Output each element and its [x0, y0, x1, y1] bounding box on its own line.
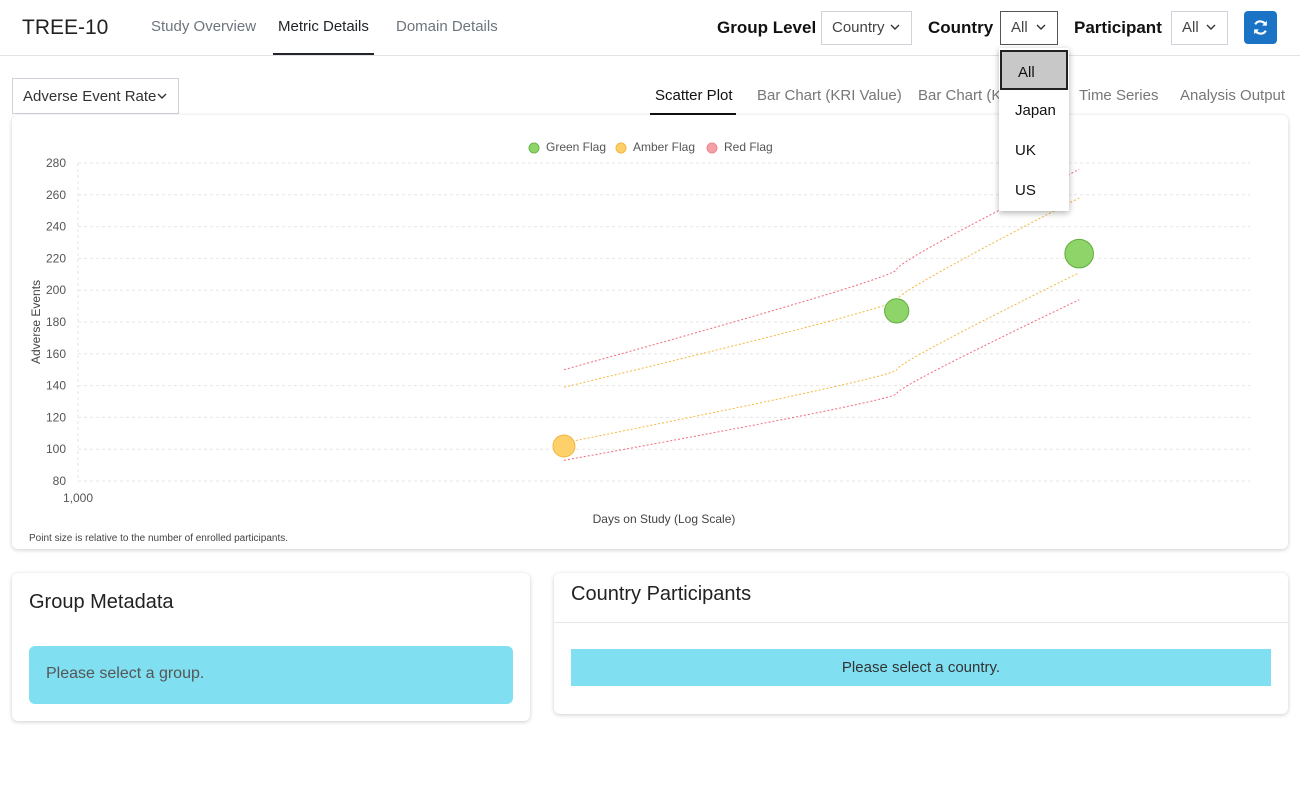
metric-select[interactable]: Adverse Event Rate — [12, 78, 179, 114]
chevron-down-icon — [890, 24, 900, 30]
country-participants-title: Country Participants — [571, 583, 752, 605]
group-level-select[interactable]: Country — [821, 11, 912, 45]
app-title: TREE-10 — [22, 16, 109, 39]
legend-label: Red Flag — [724, 140, 773, 154]
country-select[interactable]: All — [1000, 11, 1058, 45]
y-tick-label: 180 — [46, 315, 66, 329]
tab-domain-details[interactable]: Domain Details — [396, 18, 498, 35]
participant-select[interactable]: All — [1171, 11, 1228, 45]
y-tick-label: 200 — [46, 283, 66, 297]
chart-card: 80 100 120 140 160 180 200 220 240 260 280 1,000 Day… — [12, 115, 1288, 549]
country-label: Country — [928, 18, 994, 37]
tab-metric-details[interactable]: Metric Details — [273, 18, 374, 55]
chevron-down-icon — [157, 93, 167, 99]
data-point — [1064, 238, 1094, 269]
country-participants-alert: Please select a country. — [571, 649, 1271, 686]
country-option-japan[interactable]: Japan — [1015, 102, 1056, 119]
tab-bar-chart-kri-score[interactable]: Bar Chart (KRI — [918, 87, 1017, 104]
participant-label: Participant — [1074, 18, 1162, 37]
top-navbar: TREE-10 Study Overview Metric Details Do… — [0, 0, 1300, 56]
country-dropdown-menu: All Japan UK US — [999, 48, 1069, 211]
y-tick-label: 240 — [46, 220, 66, 234]
y-tick-label: 120 — [46, 410, 66, 424]
data-point — [884, 298, 910, 324]
threshold-line — [563, 299, 1080, 461]
y-tick-label: 280 — [46, 156, 66, 170]
legend-marker — [706, 142, 718, 154]
country-option-us[interactable]: US — [1015, 182, 1036, 199]
metric-value: Adverse Event Rate — [23, 88, 157, 105]
chevron-down-icon — [1206, 24, 1216, 30]
group-level-value: Country — [832, 19, 885, 36]
group-level-label: Group Level — [717, 18, 817, 37]
threshold-line — [563, 272, 1080, 444]
tab-study-overview[interactable]: Study Overview — [151, 18, 257, 35]
card-divider — [554, 622, 1288, 623]
legend-label: Amber Flag — [633, 140, 695, 154]
y-tick-label: 140 — [46, 379, 66, 393]
group-metadata-card: Group Metadata Please select a group. — [12, 573, 530, 721]
chevron-down-icon — [1036, 24, 1046, 30]
threshold-line — [563, 197, 1080, 388]
tab-scatter-plot[interactable]: Scatter Plot — [650, 87, 736, 115]
group-metadata-alert: Please select a group. — [29, 646, 513, 704]
refresh-icon — [1254, 20, 1267, 35]
country-option-all[interactable]: All — [1000, 50, 1068, 90]
threshold-line — [563, 168, 1080, 371]
participant-value: All — [1182, 19, 1199, 36]
country-participants-card: Country Participants Please select a cou… — [554, 573, 1288, 714]
country-option-uk[interactable]: UK — [1015, 142, 1036, 159]
y-tick-label: 100 — [46, 442, 66, 456]
y-axis-label: Adverse Events — [29, 280, 43, 364]
y-tick-label: 260 — [46, 188, 66, 202]
tab-bar-chart-kri-value[interactable]: Bar Chart (KRI Value) — [757, 87, 902, 104]
chart-footnote: Point size is relative to the number of … — [29, 533, 289, 544]
country-value: All — [1011, 19, 1028, 36]
tab-time-series[interactable]: Time Series — [1079, 87, 1159, 104]
y-tick-label: 160 — [46, 347, 66, 361]
y-tick-label: 220 — [46, 251, 66, 265]
data-point — [552, 434, 576, 458]
legend-marker — [528, 142, 540, 154]
tab-analysis-output[interactable]: Analysis Output — [1180, 87, 1286, 104]
x-axis-label: Days on Study (Log Scale) — [593, 512, 736, 526]
group-metadata-title: Group Metadata — [29, 591, 174, 613]
y-tick-label: 80 — [53, 474, 67, 488]
legend-marker — [615, 142, 627, 154]
scatter-chart: 80 100 120 140 160 180 200 220 240 260 280 1,000 Day… — [29, 140, 1250, 526]
legend-label: Green Flag — [546, 140, 606, 154]
x-tick-label: 1,000 — [63, 491, 93, 505]
refresh-button[interactable] — [1244, 11, 1277, 44]
